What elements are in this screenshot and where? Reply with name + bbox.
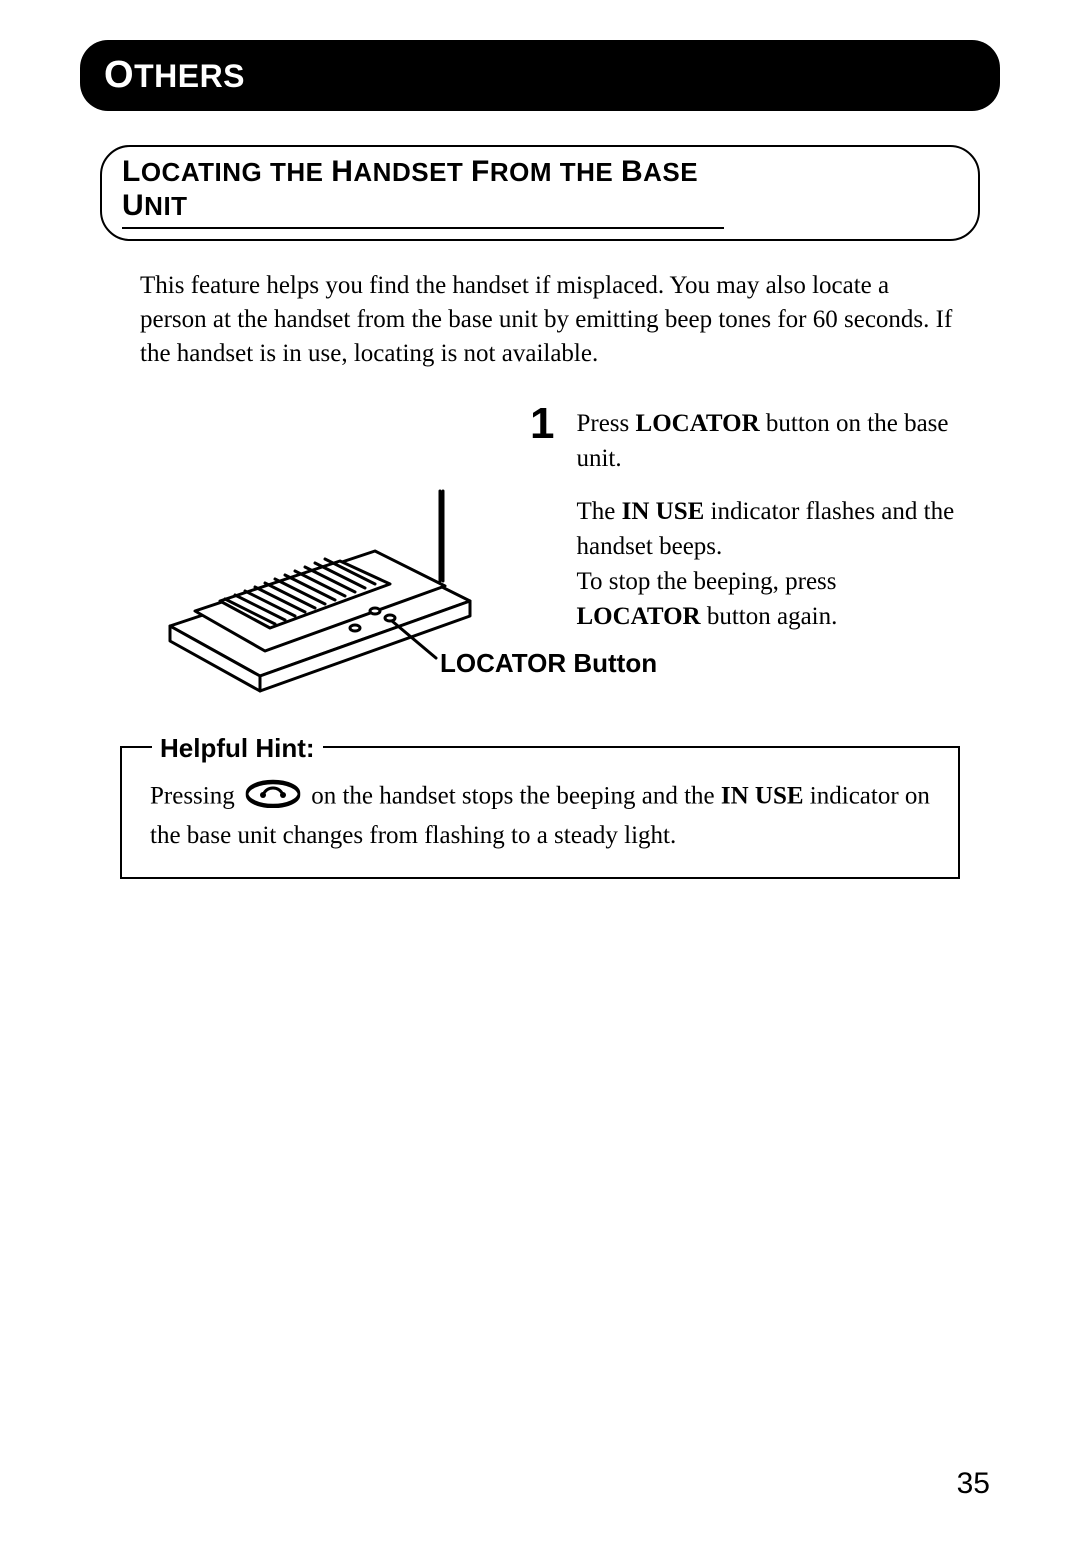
step-body: Press LOCATOR button on the base unit. T… (576, 406, 960, 634)
helpful-hint-label: Helpful Hint: (152, 730, 323, 766)
page: OTHERS LOCATING THE HANDSET FROM THE BAS… (0, 0, 1080, 1549)
subheading-title: LOCATING THE HANDSET FROM THE BASE UNIT (122, 155, 724, 229)
step-text: 1 Press LOCATOR button on the base unit.… (530, 406, 960, 634)
base-unit-illustration: LOCATOR Button (140, 406, 500, 706)
step3-post: button again. (701, 603, 838, 630)
locator-button-callout: LOCATOR Button (440, 648, 657, 679)
talk-button-icon (245, 778, 301, 818)
hint-pre: Pressing (150, 783, 241, 810)
hint-bold: IN USE (721, 783, 804, 810)
step-number: 1 (530, 402, 554, 634)
step2-pre: The (576, 498, 621, 525)
step3-bold: LOCATOR (576, 603, 700, 630)
step1-pre: Press (576, 410, 635, 437)
step-row: LOCATOR Button 1 Press LOCATOR button on… (140, 406, 960, 706)
helpful-hint-box: Helpful Hint: Pressing on the handset st… (120, 746, 960, 879)
step3-pre: To stop the beeping, press (576, 568, 836, 595)
section-header: OTHERS (80, 40, 1000, 111)
step1-bold: LOCATOR (636, 410, 760, 437)
step2-bold: IN USE (622, 498, 705, 525)
page-number: 35 (957, 1467, 990, 1501)
subheading-container: LOCATING THE HANDSET FROM THE BASE UNIT (100, 145, 980, 241)
section-title: OTHERS (104, 58, 245, 94)
hint-mid: on the handset stops the beeping and the (311, 783, 721, 810)
intro-paragraph: This feature helps you find the handset … (140, 269, 960, 370)
